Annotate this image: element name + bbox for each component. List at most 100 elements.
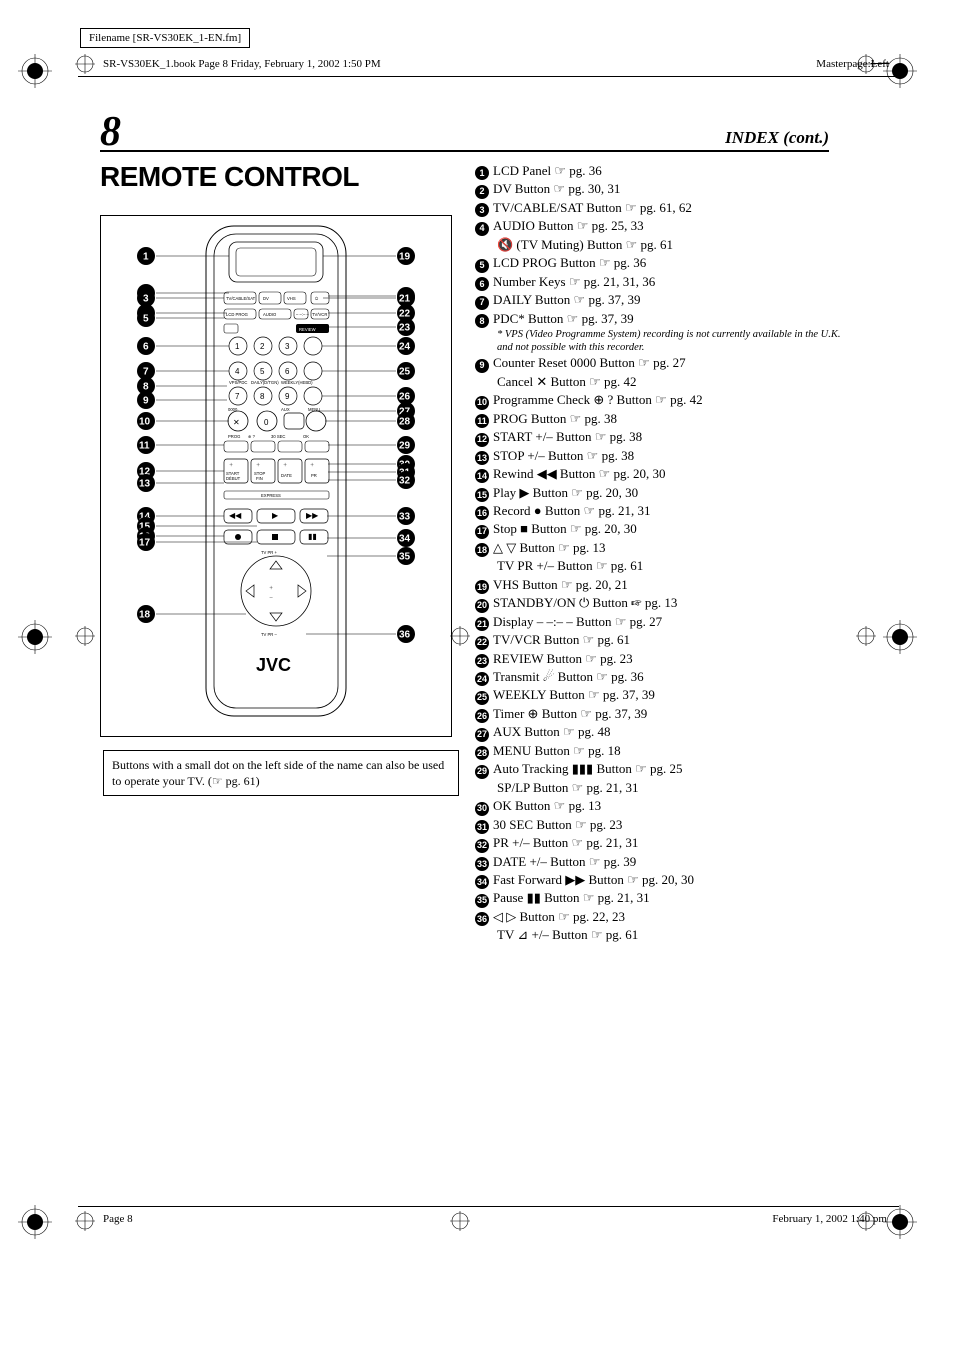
index-text: Stop ■ Button ☞ pg. 20, 30 bbox=[493, 520, 845, 538]
index-text: STOP +/– Button ☞ pg. 38 bbox=[493, 447, 845, 465]
svg-text:PROG: PROG bbox=[228, 434, 240, 439]
svg-text:26: 26 bbox=[399, 392, 411, 403]
svg-text:19: 19 bbox=[399, 252, 411, 263]
index-item: 21Display – –:– – Button ☞ pg. 27 bbox=[475, 613, 845, 631]
index-text: OK Button ☞ pg. 13 bbox=[493, 797, 845, 815]
svg-text:AUDIO: AUDIO bbox=[263, 312, 277, 317]
svg-text:TV PR –: TV PR – bbox=[261, 632, 277, 637]
svg-text:30 SEC: 30 SEC bbox=[271, 434, 285, 439]
index-text: PDC* Button ☞ pg. 37, 39 bbox=[493, 310, 845, 328]
index-text: Record ● Button ☞ pg. 21, 31 bbox=[493, 502, 845, 520]
index-subtext: TV ⊿ +/– Button ☞ pg. 61 bbox=[475, 926, 845, 944]
index-note: * VPS (Video Programme System) recording… bbox=[475, 328, 845, 354]
index-item: 24Transmit ☄ Button ☞ pg. 36 bbox=[475, 668, 845, 686]
svg-text:1: 1 bbox=[235, 342, 240, 351]
index-badge: 30 bbox=[475, 802, 489, 816]
index-badge: 4 bbox=[475, 222, 489, 236]
index-text: Programme Check ⊕ ? Button ☞ pg. 42 bbox=[493, 391, 845, 409]
svg-text:－: － bbox=[269, 595, 273, 600]
svg-text:22: 22 bbox=[399, 309, 411, 320]
svg-text:AUX: AUX bbox=[281, 407, 290, 412]
index-item: 26Timer ⊕ Button ☞ pg. 37, 39 bbox=[475, 705, 845, 723]
svg-text:▶▶: ▶▶ bbox=[306, 511, 319, 520]
index-item: 8PDC* Button ☞ pg. 37, 39 bbox=[475, 310, 845, 328]
svg-text:▮▮: ▮▮ bbox=[308, 532, 317, 541]
index-item: 35Pause ▮▮ Button ☞ pg. 21, 31 bbox=[475, 889, 845, 907]
brand-label: JVC bbox=[256, 655, 291, 675]
cross-mark-icon bbox=[75, 1211, 95, 1231]
svg-text:TV PR +: TV PR + bbox=[261, 550, 277, 555]
index-item: 15 Play ▶ Button ☞ pg. 20, 30 bbox=[475, 484, 845, 502]
index-text: △ ▽ Button ☞ pg. 13 bbox=[493, 539, 845, 557]
index-item: 23REVIEW Button ☞ pg. 23 bbox=[475, 650, 845, 668]
svg-text:＋: ＋ bbox=[229, 462, 233, 467]
index-badge: 5 bbox=[475, 259, 489, 273]
index-item: 27AUX Button ☞ pg. 48 bbox=[475, 723, 845, 741]
svg-text:✕: ✕ bbox=[233, 418, 240, 427]
index-item: 6Number Keys ☞ pg. 21, 31, 36 bbox=[475, 273, 845, 291]
index-badge: 32 bbox=[475, 839, 489, 853]
cross-mark-icon bbox=[450, 626, 470, 646]
index-badge: 23 bbox=[475, 654, 489, 668]
cross-mark-icon bbox=[75, 626, 95, 646]
rule-under-header bbox=[100, 150, 829, 152]
index-text: DAILY Button ☞ pg. 37, 39 bbox=[493, 291, 845, 309]
svg-text:＋: ＋ bbox=[256, 462, 260, 467]
index-item: 30 OK Button ☞ pg. 13 bbox=[475, 797, 845, 815]
svg-text:13: 13 bbox=[139, 479, 151, 490]
index-item: 5 LCD PROG Button ☞ pg. 36 bbox=[475, 254, 845, 272]
index-text: STANDBY/ON ⏻ Button ☞ pg. 13 bbox=[493, 594, 845, 612]
cross-mark-icon bbox=[856, 626, 876, 646]
svg-text:34: 34 bbox=[399, 534, 411, 545]
svg-text:8: 8 bbox=[260, 392, 265, 401]
section-title: REMOTE CONTROL bbox=[100, 161, 359, 193]
svg-text:▶: ▶ bbox=[272, 511, 279, 520]
svg-text:– –:– –: – –:– – bbox=[296, 312, 309, 317]
index-text: LCD PROG Button ☞ pg. 36 bbox=[493, 254, 845, 272]
reg-mark-icon bbox=[883, 1205, 917, 1239]
index-item: 32PR +/– Button ☞ pg. 21, 31 bbox=[475, 834, 845, 852]
index-text: Play ▶ Button ☞ pg. 20, 30 bbox=[493, 484, 845, 502]
index-item: 19VHS Button ☞ pg. 20, 21 bbox=[475, 576, 845, 594]
index-badge: 11 bbox=[475, 414, 489, 428]
index-item: 36◁ ▷ Button ☞ pg. 22, 23 bbox=[475, 908, 845, 926]
remote-diagram: TV/CABLE/SAT DV VHS ⏻ LCD PROG AUDIO – –… bbox=[100, 215, 452, 737]
reg-mark-icon bbox=[18, 620, 52, 654]
svg-text:VHS: VHS bbox=[287, 296, 296, 301]
svg-text:6: 6 bbox=[143, 342, 149, 353]
index-item: 34Fast Forward ▶▶ Button ☞ pg. 20, 30 bbox=[475, 871, 845, 889]
index-item: 11PROG Button ☞ pg. 38 bbox=[475, 410, 845, 428]
index-badge: 34 bbox=[475, 875, 489, 889]
index-item: 22TV/VCR Button ☞ pg. 61 bbox=[475, 631, 845, 649]
index-badge: 3 bbox=[475, 203, 489, 217]
index-item: 28MENU Button ☞ pg. 18 bbox=[475, 742, 845, 760]
index-item: 1LCD Panel ☞ pg. 36 bbox=[475, 162, 845, 180]
footer-date: February 1, 2002 1:40 pm bbox=[772, 1213, 887, 1225]
svg-text:29: 29 bbox=[399, 441, 411, 452]
index-text: Rewind ◀◀ Button ☞ pg. 20, 30 bbox=[493, 465, 845, 483]
filename-box: Filename [SR-VS30EK_1-EN.fm] bbox=[80, 28, 250, 48]
index-badge: 15 bbox=[475, 488, 489, 502]
svg-text:REVIEW: REVIEW bbox=[299, 327, 316, 332]
index-badge: 9 bbox=[475, 359, 489, 373]
index-item: 4AUDIO Button ☞ pg. 25, 33 bbox=[475, 217, 845, 235]
svg-text:7: 7 bbox=[235, 392, 240, 401]
index-badge: 6 bbox=[475, 277, 489, 291]
book-stamp: SR-VS30EK_1.book Page 8 Friday, February… bbox=[103, 58, 381, 70]
index-text: Auto Tracking ▮▮▮ Button ☞ pg. 25 bbox=[493, 760, 845, 778]
index-item: 20STANDBY/ON ⏻ Button ☞ pg. 13 bbox=[475, 594, 845, 612]
index-text: START +/– Button ☞ pg. 38 bbox=[493, 428, 845, 446]
index-item: 33DATE +/– Button ☞ pg. 39 bbox=[475, 853, 845, 871]
svg-text:35: 35 bbox=[399, 552, 411, 563]
index-item: 25WEEKLY Button ☞ pg. 37, 39 bbox=[475, 686, 845, 704]
rule-top bbox=[78, 76, 899, 77]
index-item: 16Record ● Button ☞ pg. 21, 31 bbox=[475, 502, 845, 520]
svg-text:21: 21 bbox=[399, 294, 411, 305]
rule-footer bbox=[78, 1206, 899, 1207]
svg-text:32: 32 bbox=[399, 476, 411, 487]
svg-text:OK: OK bbox=[303, 434, 309, 439]
index-item: 14Rewind ◀◀ Button ☞ pg. 20, 30 bbox=[475, 465, 845, 483]
svg-text:23: 23 bbox=[399, 323, 411, 334]
index-item: 7DAILY Button ☞ pg. 37, 39 bbox=[475, 291, 845, 309]
index-subtext: 🔇 (TV Muting) Button ☞ pg. 61 bbox=[475, 236, 845, 254]
